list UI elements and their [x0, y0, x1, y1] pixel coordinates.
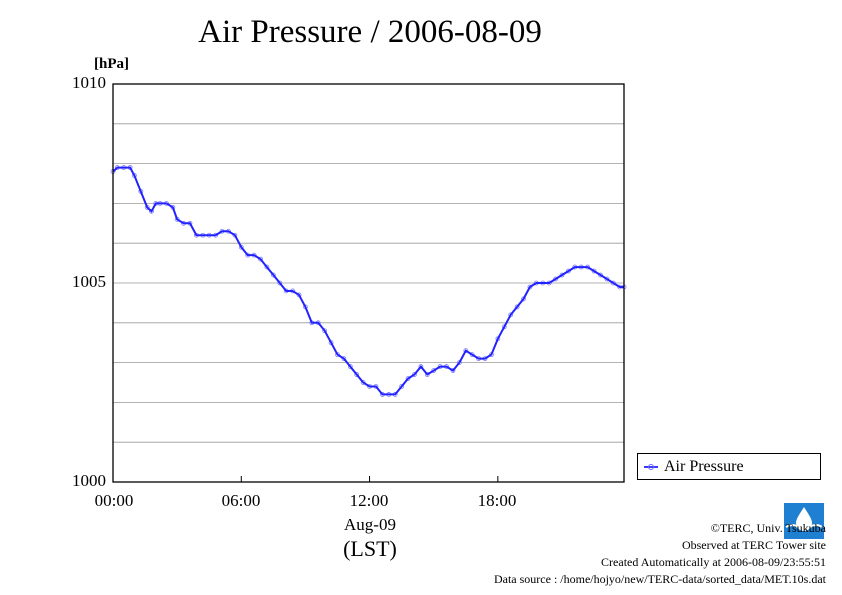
x-tick-label-0600: 06:00: [221, 491, 261, 510]
plot-frame: [112, 83, 625, 483]
data-point: [405, 376, 411, 381]
legend-swatch-icon: [644, 463, 658, 470]
y-axis-unit: [hPa]: [94, 56, 129, 72]
data-point: [399, 384, 405, 389]
data-point: [347, 364, 353, 369]
legend-label: Air Pressure: [664, 457, 744, 475]
data-point: [431, 368, 437, 373]
data-point: [277, 280, 283, 286]
terc-logo-icon: [784, 503, 824, 539]
y-tick-label-1010: 1010: [72, 73, 106, 92]
x-tick-label-0000: 00:00: [94, 491, 134, 510]
data-point: [604, 276, 610, 282]
data-point: [270, 272, 276, 278]
data-point: [450, 368, 456, 373]
y-tick-label-1000: 1000: [72, 471, 106, 490]
x-axis-label: (LST): [343, 536, 397, 561]
data-point: [514, 304, 520, 310]
x-tick-label-1200: 12:00: [349, 491, 389, 510]
grid-lines: [113, 123, 624, 443]
created-text: Created Automatically at 2006-08-09/23:5…: [601, 555, 826, 569]
x-tick-marks: [112, 476, 499, 482]
series-markers: [110, 165, 627, 397]
y-tick-label-1005: 1005: [72, 272, 106, 291]
data-point: [341, 356, 347, 362]
chart-title: Air Pressure / 2006-08-09: [198, 14, 542, 50]
data-point: [591, 268, 597, 274]
data-point: [412, 372, 417, 377]
data-point: [264, 264, 270, 270]
data-point: [553, 276, 558, 282]
data-point: [360, 380, 366, 385]
data-point: [610, 280, 616, 286]
observed-text: Observed at TERC Tower site: [681, 538, 826, 552]
data-point: [354, 372, 360, 377]
series-line-air-pressure: [112, 166, 624, 396]
data-point: [424, 372, 430, 377]
copyright-text: ©TERC, Univ. Tsukuba: [710, 521, 826, 535]
x-tick-label-1800: 18:00: [477, 491, 517, 510]
data-point: [258, 256, 263, 262]
x-axis-date-label: Aug-09: [344, 515, 396, 534]
legend: Air Pressure: [637, 453, 821, 480]
data-point: [418, 364, 424, 369]
data-point: [598, 272, 603, 278]
data-source-text: Data source : /home/hojyo/new/TERC-data/…: [493, 572, 826, 586]
data-point: [566, 268, 571, 274]
data-point: [469, 352, 475, 358]
data-point: [559, 272, 565, 278]
